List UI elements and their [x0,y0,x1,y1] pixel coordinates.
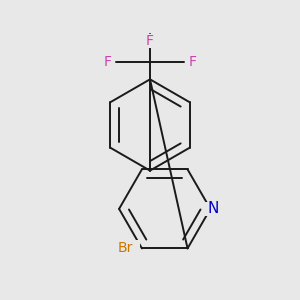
FancyBboxPatch shape [101,55,114,68]
FancyBboxPatch shape [111,240,140,256]
FancyBboxPatch shape [143,34,157,48]
FancyBboxPatch shape [186,55,199,68]
Text: F: F [189,55,197,69]
FancyBboxPatch shape [206,202,220,216]
Text: Br: Br [118,242,134,255]
Text: F: F [146,34,154,48]
Text: F: F [103,55,111,69]
Text: N: N [207,201,218,216]
